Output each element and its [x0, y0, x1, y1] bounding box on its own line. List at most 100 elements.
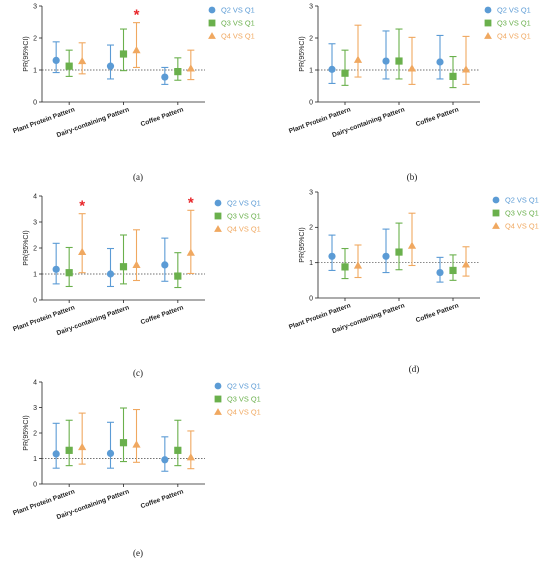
data-point [78, 56, 87, 65]
y-tick-label: 1 [309, 260, 313, 267]
data-point [353, 261, 363, 269]
y-tick-label: 2 [33, 35, 37, 42]
data-point [186, 248, 195, 256]
y-tick-label: 2 [309, 35, 313, 42]
legend-marker [214, 408, 222, 415]
data-point [52, 265, 60, 273]
data-point [341, 263, 349, 271]
x-tick-label: Coffee Pattern [140, 106, 185, 128]
legend-label: Q2 VS Q1 [505, 196, 539, 205]
y-tick-label: 3 [309, 189, 313, 196]
data-point [132, 260, 141, 268]
x-tick-label: Coffee Pattern [415, 302, 460, 324]
data-point [132, 46, 141, 54]
data-point [132, 440, 141, 448]
data-point [353, 55, 363, 63]
data-point [52, 56, 60, 64]
legend-marker [208, 32, 216, 39]
legend-label: Q4 VS Q1 [227, 225, 261, 234]
data-point [106, 449, 115, 457]
data-point [449, 266, 457, 275]
legend-marker [208, 19, 216, 27]
data-point [407, 241, 417, 249]
data-point [395, 57, 403, 65]
y-tick-label: 3 [33, 3, 37, 10]
data-point [65, 446, 73, 454]
legend-marker [492, 222, 500, 229]
data-point [65, 269, 73, 277]
data-point [186, 64, 195, 72]
legend-label: Q4 VS Q1 [227, 408, 261, 417]
data-point [161, 261, 169, 269]
y-tick-label: 0 [309, 99, 313, 106]
legend-marker [484, 19, 492, 27]
panel-label: (e) [133, 548, 143, 558]
legend-marker [492, 209, 500, 217]
data-point [186, 453, 195, 461]
data-point [461, 65, 471, 73]
data-point [106, 270, 115, 278]
data-point [449, 72, 457, 80]
data-point [119, 50, 128, 58]
y-tick-label: 0 [33, 297, 37, 304]
data-point [119, 439, 128, 447]
y-tick-label: 2 [309, 225, 313, 232]
x-tick-label: Coffee Pattern [140, 304, 185, 326]
legend-label: Q2 VS Q1 [497, 6, 531, 15]
data-point [382, 57, 390, 65]
y-tick-label: 1 [33, 271, 37, 278]
data-point [174, 446, 182, 454]
y-tick-label: 4 [33, 379, 37, 386]
data-point [461, 260, 471, 268]
data-point [436, 268, 444, 277]
legend-marker [214, 199, 222, 207]
data-point [52, 450, 60, 458]
legend-label: Q4 VS Q1 [221, 32, 255, 41]
panel-label: (d) [409, 364, 420, 374]
legend-marker [214, 212, 222, 220]
legend-label: Q2 VS Q1 [227, 382, 261, 391]
legend-marker [208, 6, 216, 14]
data-point [106, 62, 115, 70]
data-point [328, 252, 336, 260]
legend-label: Q3 VS Q1 [505, 209, 539, 218]
panel-label: (b) [407, 172, 418, 182]
data-point [174, 272, 182, 280]
y-tick-label: 1 [33, 456, 37, 463]
y-axis-label: PR(95%CI) [23, 415, 30, 450]
y-tick-label: 1 [309, 67, 313, 74]
significance-star: * [134, 7, 140, 24]
y-tick-label: 3 [309, 3, 313, 10]
x-tick-label: Coffee Pattern [140, 488, 185, 510]
y-tick-label: 2 [33, 245, 37, 252]
data-point [65, 62, 73, 70]
legend-marker [214, 395, 222, 403]
data-point [119, 263, 128, 271]
y-tick-label: 2 [33, 430, 37, 437]
data-point [161, 73, 169, 81]
legend-label: Q4 VS Q1 [497, 32, 531, 41]
x-tick-label: Coffee Pattern [415, 106, 460, 128]
data-point [328, 65, 336, 73]
legend-label: Q3 VS Q1 [227, 212, 261, 221]
legend-marker [214, 382, 222, 390]
y-axis-label: PR(95%CI) [23, 230, 30, 265]
legend-label: Q4 VS Q1 [505, 222, 539, 231]
data-point [161, 456, 169, 464]
data-point [395, 248, 403, 256]
y-axis-label: PR(95%CI) [299, 227, 306, 262]
data-point [407, 64, 417, 72]
legend-label: Q3 VS Q1 [227, 395, 261, 404]
y-axis-label: PR(95%CI) [299, 36, 306, 71]
data-point [78, 247, 87, 255]
panel-label: (a) [133, 172, 143, 182]
y-axis-label: PR(95%CI) [23, 36, 30, 71]
legend-marker [214, 225, 222, 232]
y-tick-label: 0 [309, 295, 313, 302]
